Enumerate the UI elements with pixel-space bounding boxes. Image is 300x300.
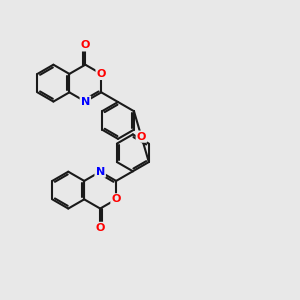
Text: O: O xyxy=(112,194,121,204)
Text: O: O xyxy=(95,223,105,233)
Text: N: N xyxy=(96,167,105,177)
Text: N: N xyxy=(81,97,90,106)
Text: O: O xyxy=(137,132,146,142)
Text: O: O xyxy=(97,69,106,79)
Text: O: O xyxy=(81,40,90,50)
